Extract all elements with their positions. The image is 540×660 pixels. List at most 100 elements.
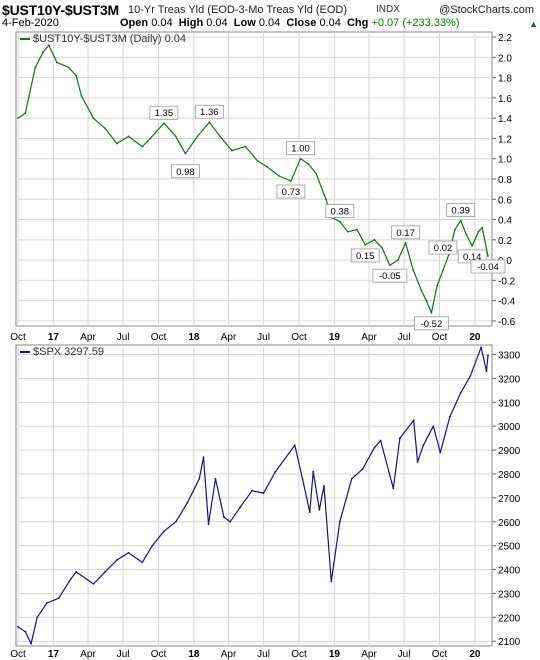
- annotation-box: [414, 316, 449, 331]
- data-point: [318, 508, 321, 511]
- y-tick-label: 1.8: [498, 74, 512, 85]
- annotation-box: [149, 105, 179, 120]
- x-tick-label: 20: [469, 332, 481, 343]
- data-point: [151, 544, 154, 547]
- data-point: [388, 264, 391, 267]
- x-tick-label: Oct: [291, 649, 307, 660]
- data-point: [223, 516, 225, 518]
- y-tick-label: 1.6: [498, 94, 512, 105]
- data-point: [45, 602, 48, 604]
- y-tick-label: 3300: [498, 351, 521, 362]
- data-point: [373, 446, 376, 449]
- y-tick-label: 0.8: [498, 175, 512, 186]
- y-tick-label: 2700: [498, 494, 521, 505]
- data-point: [477, 230, 480, 233]
- annotation-label: 0.39: [451, 206, 470, 217]
- annotation-box: [276, 184, 306, 199]
- x-tick-label: 18: [188, 649, 200, 660]
- data-point: [373, 238, 376, 241]
- annotation-label: -0.52: [421, 319, 443, 330]
- legend-label: $SPX 3297.59: [33, 346, 104, 358]
- annotation-label: 0.98: [176, 167, 195, 178]
- y-tick-label: 2800: [498, 470, 521, 481]
- data-point: [266, 165, 268, 168]
- site-credit[interactable]: @StockCharts.com: [439, 4, 534, 16]
- data-point: [469, 375, 472, 377]
- data-point: [104, 571, 106, 573]
- x-tick-label: 17: [48, 649, 60, 660]
- data-point: [315, 173, 318, 175]
- high-label: High: [178, 17, 204, 29]
- annotation-label: -0.04: [477, 262, 499, 273]
- y-tick-label: -0.2: [498, 276, 516, 287]
- data-point: [174, 520, 177, 523]
- annotation-box: [391, 225, 421, 240]
- annotation-label: -0.05: [379, 271, 401, 282]
- series-line-2: [17, 346, 489, 645]
- x-tick-label: Oct: [10, 649, 26, 660]
- y-tick-label: 2500: [498, 542, 521, 553]
- y-tick-label: 2100: [498, 637, 521, 648]
- y-tick-label: 3200: [498, 374, 521, 385]
- data-point: [459, 219, 462, 222]
- x-tick-label: 17: [48, 332, 60, 343]
- y-tick-label: 3000: [498, 422, 521, 433]
- data-point: [299, 157, 302, 160]
- legend-label: $UST10Y-$UST3M (Daily) 0.04: [33, 33, 186, 45]
- data-point: [174, 135, 177, 138]
- data-point: [239, 506, 242, 509]
- y-tick-label: 0.2: [498, 236, 512, 247]
- data-point: [439, 451, 442, 454]
- plot-area-2: [15, 344, 493, 647]
- y-tick-label: 2600: [498, 518, 521, 529]
- data-point: [290, 180, 292, 182]
- data-point: [312, 470, 315, 473]
- data-point: [301, 477, 304, 480]
- data-point: [379, 439, 382, 442]
- data-point: [356, 228, 359, 231]
- data-point: [338, 520, 341, 523]
- quote-date: 4-Feb-2020: [2, 17, 59, 29]
- annotation-box: [470, 259, 506, 274]
- data-point: [92, 117, 95, 120]
- data-point: [485, 370, 488, 373]
- data-point: [162, 122, 165, 125]
- annotation-box: [350, 248, 380, 263]
- data-point: [392, 487, 395, 490]
- x-tick-label: 18: [188, 332, 200, 343]
- data-point: [186, 501, 189, 504]
- y-tick-label: 1.0: [498, 155, 512, 166]
- open-value: 0.04: [151, 17, 173, 29]
- data-point: [214, 477, 217, 480]
- data-point: [55, 61, 58, 64]
- x-tick-label: Apr: [80, 332, 96, 343]
- high-value: 0.04: [206, 17, 228, 29]
- annotation-label: 1.00: [291, 144, 310, 155]
- data-point: [274, 470, 277, 473]
- index-label: INDX: [376, 4, 400, 15]
- annotation-label: 0.15: [356, 251, 375, 262]
- x-tick-label: Jul: [257, 649, 270, 660]
- data-point: [361, 468, 364, 471]
- x-tick-label: Jul: [117, 332, 130, 343]
- chg-value: +0.07 (+233.33%): [371, 17, 460, 29]
- y-tick-label: 3100: [498, 398, 521, 409]
- data-point: [75, 74, 78, 77]
- data-point: [422, 444, 425, 447]
- data-point: [398, 437, 401, 440]
- x-tick-label: Oct: [151, 649, 167, 660]
- open-label: Open: [120, 17, 149, 29]
- data-point: [346, 230, 349, 233]
- data-point: [397, 259, 399, 262]
- data-point: [308, 511, 311, 514]
- x-tick-label: Oct: [151, 332, 167, 343]
- data-point: [162, 530, 165, 533]
- data-point: [202, 456, 205, 459]
- x-tick-label: Oct: [432, 649, 448, 660]
- close-label: Close: [286, 17, 317, 29]
- data-point: [262, 492, 265, 495]
- data-point: [104, 127, 106, 130]
- y-tick-label: 0.4: [498, 216, 512, 227]
- data-point: [231, 149, 233, 152]
- y-tick-label: 2400: [498, 566, 521, 577]
